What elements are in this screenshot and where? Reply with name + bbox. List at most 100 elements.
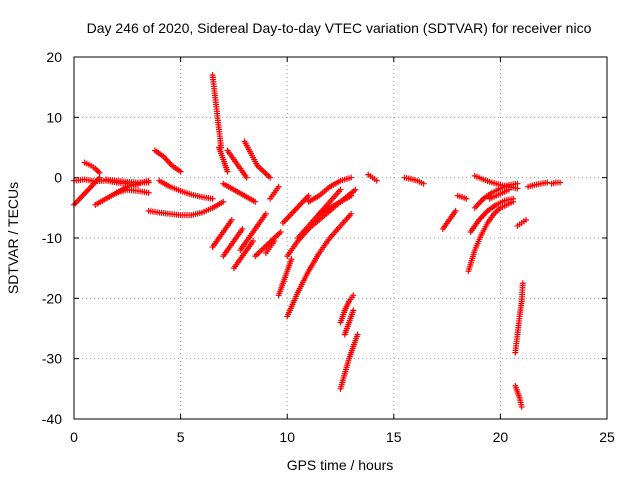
track-17: [237, 210, 269, 254]
track-33: [365, 171, 380, 184]
track-25: [284, 210, 355, 320]
track-43: [512, 382, 525, 410]
track-9: [156, 177, 216, 202]
plus-marker: [271, 238, 278, 245]
plot-frame: [73, 56, 608, 420]
plus-marker: [348, 210, 355, 217]
plus-marker: [510, 195, 517, 202]
track-29: [316, 192, 355, 217]
track-34: [401, 174, 427, 187]
plus-marker: [275, 183, 282, 190]
plus-marker: [228, 216, 235, 223]
track-27: [294, 186, 344, 241]
track-40: [471, 172, 521, 192]
track-15: [224, 147, 250, 181]
plus-marker: [420, 180, 427, 187]
y-tick-label: -30: [42, 351, 62, 367]
track-20: [254, 162, 274, 181]
plus-marker: [96, 169, 103, 176]
plus-marker: [288, 256, 295, 263]
track-24: [279, 192, 312, 226]
track-22: [267, 183, 282, 202]
plus-marker: [519, 280, 526, 287]
axis-ticks: [73, 56, 608, 420]
track-10: [209, 72, 225, 151]
plus-marker: [252, 198, 259, 205]
x-tick-labels: 0 5 10 15 20 25: [70, 429, 615, 445]
track-19: [252, 228, 284, 260]
plus-marker: [514, 185, 521, 192]
track-23: [275, 256, 295, 299]
x-tick-label: 0: [70, 429, 78, 445]
plus-marker: [250, 238, 257, 245]
x-axis-label: GPS time / hours: [287, 457, 394, 473]
track-35: [439, 207, 459, 232]
track-6: [113, 186, 152, 196]
plus-marker: [209, 195, 216, 202]
track-11: [209, 216, 235, 251]
y-tick-label: 10: [46, 109, 62, 125]
plus-marker: [95, 168, 102, 175]
track-14: [220, 180, 259, 205]
track-1: [71, 174, 103, 208]
y-axis-label: SDTVAR / TECUs: [5, 182, 21, 294]
plus-marker: [224, 168, 231, 175]
y-tick-label: 20: [46, 49, 62, 65]
track-41: [486, 186, 512, 202]
track-18: [241, 138, 261, 169]
plus-marker: [337, 186, 344, 193]
plus-marker: [452, 207, 459, 214]
track-7: [145, 198, 227, 219]
track-46: [548, 179, 564, 187]
plus-marker: [239, 225, 246, 232]
x-tick-label: 5: [177, 429, 185, 445]
plus-marker: [305, 192, 312, 199]
plus-marker: [544, 179, 551, 186]
plus-marker: [220, 198, 227, 205]
track-12: [215, 144, 231, 175]
plus-marker: [505, 186, 512, 193]
track-3: [81, 159, 103, 176]
track-32: [341, 307, 357, 338]
y-tick-label: -20: [42, 290, 62, 306]
plus-marker: [145, 179, 152, 186]
x-tick-label: 10: [279, 429, 295, 445]
track-21: [262, 238, 278, 257]
track-42: [512, 280, 526, 356]
plus-marker: [522, 216, 529, 223]
plus-marker: [352, 186, 359, 193]
track-16: [230, 238, 257, 272]
y-tick-label: -10: [42, 230, 62, 246]
x-tick-label: 20: [493, 429, 509, 445]
plus-marker: [373, 177, 380, 184]
x-tick-label: 25: [599, 429, 615, 445]
track-28: [305, 174, 355, 205]
plus-marker: [350, 307, 357, 314]
track-5: [102, 176, 152, 186]
track-45: [525, 179, 551, 190]
track-13: [220, 225, 246, 260]
track-30: [337, 292, 357, 326]
plus-marker: [177, 168, 184, 175]
plus-marker: [518, 403, 525, 410]
plus-marker: [267, 174, 274, 181]
x-tick-label: 15: [386, 429, 402, 445]
track-8: [152, 147, 184, 175]
plus-marker: [463, 195, 470, 202]
plus-marker: [262, 210, 269, 217]
plus-marker: [348, 174, 355, 181]
plus-marker: [277, 228, 284, 235]
y-tick-label: -40: [42, 411, 62, 427]
plus-marker: [243, 174, 250, 181]
track-36: [454, 192, 470, 202]
y-tick-labels: -40 -30 -20 -10 0 10 20: [42, 49, 62, 427]
track-38: [467, 195, 517, 235]
plus-marker: [348, 192, 355, 199]
plus-marker: [93, 167, 100, 174]
grid-lines: [74, 57, 607, 419]
track-37: [465, 198, 517, 275]
track-31: [337, 331, 361, 392]
chart-title: Day 246 of 2020, Sidereal Day-to-day VTE…: [87, 20, 592, 36]
y-tick-label: 0: [54, 170, 62, 186]
